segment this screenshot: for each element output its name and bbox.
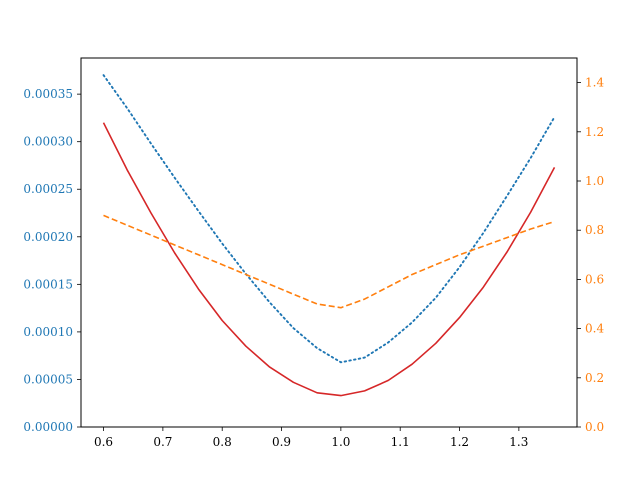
y-left-tick-label: 0.00030 [23,135,73,149]
y-left-tick-label: 0.00005 [23,372,73,386]
x-tick-label: 1.2 [450,435,469,449]
x-tick-label: 1.1 [391,435,410,449]
y-right-tick-label: 0.6 [585,272,604,286]
y-left-tick-label: 0.00000 [23,420,73,434]
y-right-tick-label: 1.4 [585,76,604,90]
plot-frame [80,57,578,428]
y-right-tick-label: 1.2 [585,125,604,139]
x-tick-label: 0.7 [153,435,172,449]
y-left-tick-label: 0.00010 [23,325,73,339]
x-tick-label: 0.8 [213,435,232,449]
solid-red-line [102,122,556,397]
y-left-tick-label: 0.00025 [23,182,73,196]
x-tick-label: 1.3 [509,435,528,449]
y-right-tick-label: 0.0 [585,420,604,434]
y-right-tick-label: 0.4 [585,322,604,336]
series-layer [102,74,556,397]
x-tick-label: 0.9 [272,435,291,449]
dotted-blue-line [102,74,556,364]
y-right-tick-label: 0.8 [585,223,604,237]
x-tick-label: 1.0 [331,435,350,449]
y-right-tick-label: 1.0 [585,174,604,188]
x-tick-label: 0.6 [94,435,113,449]
ticks-layer: 0.6 0.7 0.8 0.9 1.0 1.1 1.2 1.3 0.00000 0.00005 0.… [23,76,604,449]
y-right-tick-label: 0.2 [585,371,604,385]
y-left-tick-label: 0.00020 [23,230,73,244]
dashed-orange-line [103,214,555,309]
y-left-tick-label: 0.00035 [23,87,73,101]
y-left-tick-label: 0.00015 [23,277,73,291]
